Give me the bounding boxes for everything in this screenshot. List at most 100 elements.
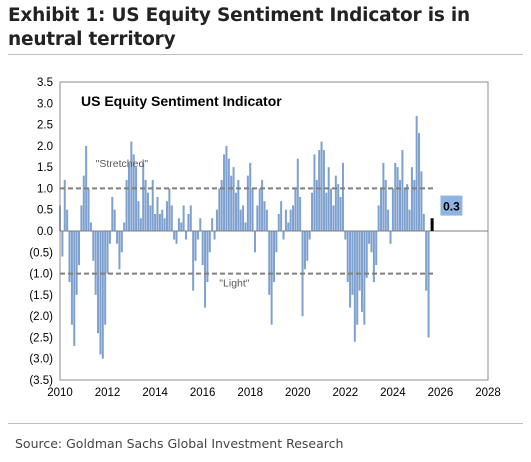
bar <box>204 231 207 308</box>
bar <box>406 184 409 231</box>
bar <box>384 179 387 231</box>
bar <box>249 162 252 231</box>
bar <box>127 162 130 231</box>
bar <box>225 145 228 231</box>
bar <box>368 231 371 244</box>
bar <box>78 231 81 266</box>
bar <box>313 154 316 231</box>
bar <box>303 231 306 270</box>
bar <box>135 167 138 231</box>
bar <box>339 196 342 231</box>
exhibit-title: Exhibit 1: US Equity Sentiment Indicator… <box>8 5 470 50</box>
bar <box>234 192 237 231</box>
bar <box>80 205 83 231</box>
bar <box>218 188 221 231</box>
bar <box>168 188 171 231</box>
y-tick-label: 1.0 <box>37 183 53 195</box>
bar <box>111 196 114 231</box>
x-tick-label: 2024 <box>380 387 406 399</box>
bar <box>227 158 230 231</box>
x-tick-label: 2026 <box>428 387 454 399</box>
bar <box>344 231 347 240</box>
bar <box>418 133 421 231</box>
bar <box>201 231 204 266</box>
bar <box>375 231 378 266</box>
bar <box>422 213 425 231</box>
latest-label: 0.3 <box>443 200 460 214</box>
bar <box>180 222 183 231</box>
bar <box>377 205 380 231</box>
bar <box>175 231 178 244</box>
bar <box>182 205 185 231</box>
bar <box>196 231 199 240</box>
bar <box>258 188 261 231</box>
y-tick-label: 1.5 <box>37 162 53 174</box>
bar <box>292 205 295 231</box>
bar <box>161 209 164 231</box>
bars-group <box>58 116 430 359</box>
bar <box>132 154 135 231</box>
bar <box>146 192 149 231</box>
bar <box>332 205 335 231</box>
bar <box>66 209 69 231</box>
bar <box>401 150 404 231</box>
bar <box>113 209 116 231</box>
bar <box>365 231 368 278</box>
bar <box>394 162 397 231</box>
bar <box>289 209 292 231</box>
bar <box>244 222 247 231</box>
bar <box>346 231 349 283</box>
bar <box>372 231 375 283</box>
bar <box>320 141 323 231</box>
bar <box>268 231 271 295</box>
bar <box>351 231 354 295</box>
band-labels: "Stretched" "Light" <box>96 158 250 289</box>
bar <box>358 231 361 291</box>
bar <box>275 231 278 253</box>
bar <box>206 231 209 283</box>
bar <box>330 188 333 231</box>
x-tick-label: 2028 <box>475 387 501 399</box>
y-tick-label: 3.0 <box>37 98 53 110</box>
chart-title: US Equity Sentiment Indicator <box>81 93 282 109</box>
bar <box>284 209 287 231</box>
bar <box>325 192 328 231</box>
source-note: Source: Goldman Sachs Global Investment … <box>15 436 344 451</box>
bar <box>272 231 276 283</box>
bar <box>116 231 119 244</box>
bar <box>415 116 418 231</box>
bar <box>408 209 411 231</box>
y-tick-label: 0.0 <box>37 226 53 238</box>
y-tick-label: (2.5) <box>29 332 53 344</box>
bar <box>154 213 157 231</box>
bar <box>294 188 297 231</box>
bar <box>63 179 66 231</box>
bar <box>139 218 142 231</box>
x-tick-label: 2016 <box>190 387 216 399</box>
bar <box>75 231 78 295</box>
x-tick-label: 2020 <box>285 387 311 399</box>
bar <box>211 218 214 231</box>
bar <box>97 231 100 334</box>
bar <box>308 231 311 240</box>
bar <box>61 231 64 257</box>
bar <box>387 209 390 231</box>
bar <box>163 218 166 231</box>
bar <box>158 213 161 231</box>
bar <box>123 222 126 231</box>
bar <box>101 231 104 359</box>
bar <box>149 205 152 231</box>
bar <box>349 231 352 308</box>
bar <box>73 231 76 346</box>
bar <box>379 188 383 231</box>
bar <box>104 231 107 325</box>
stretched-label: "Stretched" <box>96 158 149 170</box>
bar <box>413 179 416 231</box>
bar <box>403 188 406 231</box>
axes <box>59 81 489 381</box>
bar <box>156 196 159 231</box>
bar <box>280 201 283 231</box>
x-tick-label: 2012 <box>95 387 121 399</box>
bar <box>391 188 394 231</box>
bar <box>420 171 423 231</box>
